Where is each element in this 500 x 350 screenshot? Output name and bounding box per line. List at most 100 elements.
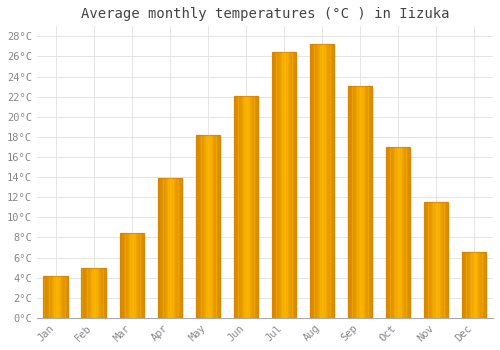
Bar	[209, 135, 210, 318]
Bar	[435, 202, 436, 318]
Bar	[94, 268, 95, 318]
Bar	[289, 52, 290, 318]
Bar	[322, 44, 323, 318]
Bar	[470, 252, 472, 318]
Bar	[310, 44, 334, 318]
Bar	[393, 147, 394, 318]
Bar	[50, 276, 51, 318]
Bar	[130, 233, 132, 318]
Bar	[213, 135, 214, 318]
Bar	[44, 276, 68, 318]
Bar	[274, 52, 276, 318]
Bar	[165, 178, 166, 318]
Bar	[202, 135, 203, 318]
Bar	[276, 52, 278, 318]
Bar	[431, 202, 432, 318]
Bar	[246, 96, 247, 318]
Bar	[250, 96, 251, 318]
Bar	[176, 178, 178, 318]
Bar	[122, 233, 123, 318]
Bar	[120, 233, 122, 318]
Bar	[333, 44, 334, 318]
Bar	[288, 52, 289, 318]
Bar	[132, 233, 133, 318]
Bar	[126, 233, 127, 318]
Bar	[286, 52, 288, 318]
Bar	[168, 178, 170, 318]
Bar	[387, 147, 388, 318]
Bar	[371, 86, 372, 318]
Bar	[409, 147, 410, 318]
Bar	[464, 252, 466, 318]
Bar	[203, 135, 204, 318]
Bar	[360, 86, 361, 318]
Bar	[235, 96, 236, 318]
Bar	[86, 268, 88, 318]
Bar	[476, 252, 478, 318]
Bar	[180, 178, 181, 318]
Bar	[90, 268, 92, 318]
Bar	[236, 96, 238, 318]
Bar	[462, 252, 486, 318]
Bar	[62, 276, 63, 318]
Bar	[406, 147, 408, 318]
Bar	[350, 86, 352, 318]
Bar	[67, 276, 68, 318]
Bar	[99, 268, 100, 318]
Bar	[161, 178, 162, 318]
Bar	[208, 135, 209, 318]
Bar	[241, 96, 242, 318]
Bar	[392, 147, 393, 318]
Bar	[214, 135, 216, 318]
Bar	[56, 276, 57, 318]
Bar	[348, 86, 349, 318]
Bar	[278, 52, 279, 318]
Bar	[95, 268, 96, 318]
Bar	[252, 96, 254, 318]
Bar	[47, 276, 48, 318]
Bar	[175, 178, 176, 318]
Bar	[248, 96, 250, 318]
Bar	[396, 147, 397, 318]
Bar	[279, 52, 280, 318]
Bar	[485, 252, 486, 318]
Bar	[290, 52, 292, 318]
Bar	[361, 86, 362, 318]
Bar	[365, 86, 366, 318]
Bar	[140, 233, 141, 318]
Bar	[432, 202, 434, 318]
Bar	[100, 268, 102, 318]
Bar	[256, 96, 257, 318]
Bar	[292, 52, 294, 318]
Bar	[44, 276, 46, 318]
Bar	[206, 135, 208, 318]
Bar	[60, 276, 61, 318]
Bar	[320, 44, 322, 318]
Bar	[178, 178, 180, 318]
Bar	[469, 252, 470, 318]
Bar	[234, 96, 235, 318]
Bar	[61, 276, 62, 318]
Bar	[162, 178, 164, 318]
Bar	[124, 233, 126, 318]
Bar	[120, 233, 144, 318]
Bar	[326, 44, 327, 318]
Bar	[242, 96, 244, 318]
Bar	[386, 147, 387, 318]
Bar	[198, 135, 199, 318]
Bar	[51, 276, 52, 318]
Bar	[408, 147, 409, 318]
Bar	[174, 178, 175, 318]
Bar	[399, 147, 400, 318]
Bar	[370, 86, 371, 318]
Bar	[244, 96, 246, 318]
Bar	[394, 147, 396, 318]
Bar	[400, 147, 402, 318]
Bar	[473, 252, 474, 318]
Bar	[159, 178, 160, 318]
Bar	[98, 268, 99, 318]
Bar	[441, 202, 442, 318]
Bar	[284, 52, 285, 318]
Bar	[282, 52, 284, 318]
Bar	[349, 86, 350, 318]
